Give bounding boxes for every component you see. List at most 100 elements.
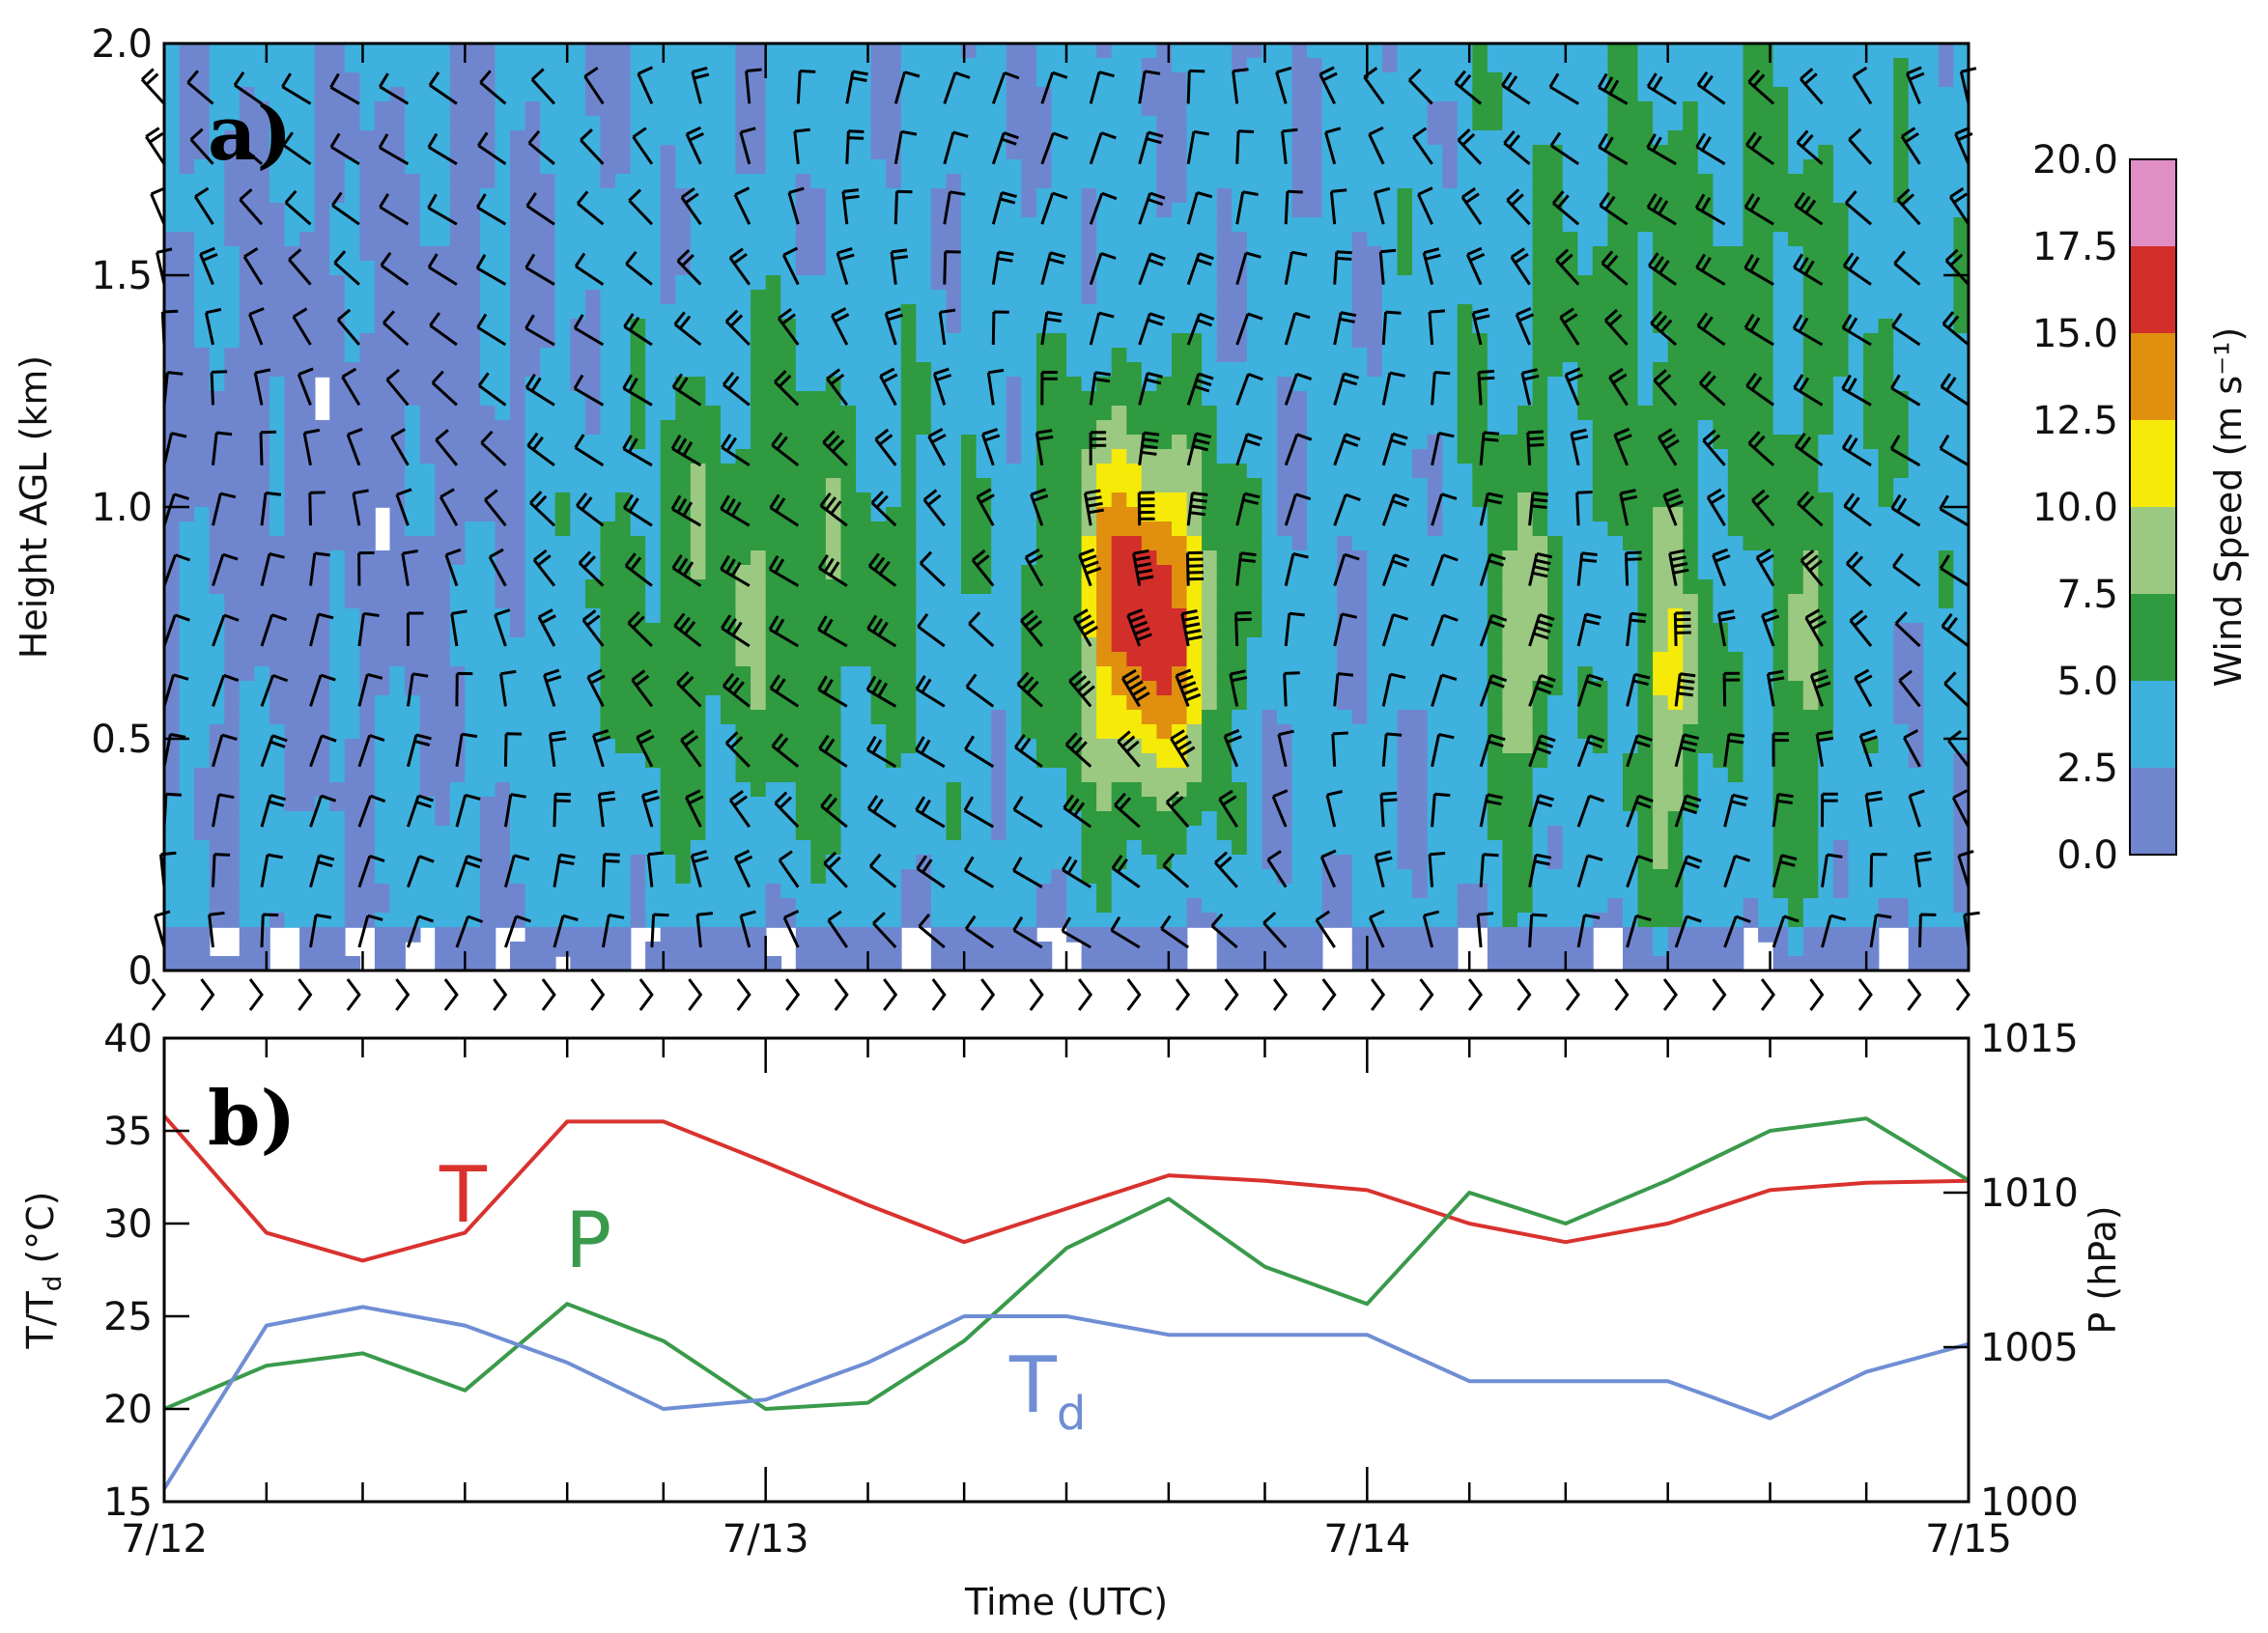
wind-speed-cell <box>600 478 616 493</box>
wind-speed-cell <box>1276 348 1293 363</box>
wind-speed-cell <box>630 840 646 856</box>
wind-speed-cell <box>1021 913 1037 928</box>
wind-speed-cell <box>1021 174 1037 189</box>
wind-speed-cell <box>1186 232 1203 247</box>
wind-speed-cell <box>299 855 316 870</box>
wind-speed-cell <box>419 681 436 696</box>
wind-speed-cell <box>1307 782 1323 798</box>
wind-speed-cell <box>675 362 692 378</box>
wind-speed-cell <box>1021 956 1037 971</box>
wind-speed-cell <box>329 637 346 653</box>
wind-speed-cell <box>1006 435 1023 450</box>
wind-speed-cell <box>1096 927 1113 943</box>
wind-speed-cell <box>419 493 436 508</box>
wind-speed-cell <box>886 493 902 508</box>
wind-speed-cell <box>795 43 812 59</box>
wind-speed-cell <box>645 623 662 638</box>
wind-speed-cell <box>856 130 872 146</box>
wind-speed-cell <box>825 174 842 189</box>
wind-speed-cell <box>1216 579 1233 595</box>
wind-speed-cell <box>1246 753 1263 769</box>
wind-speed-cell <box>600 43 616 59</box>
wind-speed-cell <box>660 377 677 392</box>
wind-speed-cell <box>870 43 887 59</box>
wind-speed-cell <box>479 768 496 783</box>
wind-speed-cell <box>735 710 751 725</box>
wind-speed-cell <box>961 174 978 189</box>
wind-speed-cell <box>615 739 632 754</box>
wind-speed-cell <box>900 406 918 421</box>
wind-speed-cell <box>329 942 346 957</box>
wind-speed-cell <box>810 304 827 320</box>
wind-speed-cell <box>374 608 391 624</box>
wind-speed-cell <box>615 304 632 320</box>
wind-speed-cell <box>1156 782 1173 798</box>
wind-speed-cell <box>1246 623 1263 638</box>
wind-speed-cell <box>1246 768 1263 783</box>
wind-speed-cell <box>254 884 270 899</box>
wind-speed-cell <box>765 304 782 320</box>
wind-speed-cell <box>930 536 948 551</box>
wind-speed-cell <box>1066 159 1083 175</box>
wind-speed-cell <box>374 855 391 870</box>
wind-speed-cell <box>856 594 872 609</box>
wind-speed-cell <box>1246 130 1263 146</box>
wind-speed-cell <box>630 768 646 783</box>
wind-speed-cell <box>194 666 211 682</box>
wind-speed-cell <box>1172 362 1188 378</box>
wind-speed-cell <box>329 377 346 392</box>
wind-speed-cell <box>810 652 827 667</box>
wind-speed-cell <box>1337 391 1353 407</box>
wind-speed-cell <box>675 826 692 841</box>
wind-speed-cell <box>299 942 316 957</box>
wind-speed-cell <box>900 304 918 320</box>
wind-speed-cell <box>1321 435 1338 450</box>
wind-speed-cell <box>615 956 632 971</box>
wind-speed-cell <box>329 116 346 131</box>
wind-speed-cell <box>329 869 346 885</box>
wind-speed-cell <box>1202 768 1218 783</box>
wind-speed-cell <box>570 478 586 493</box>
wind-speed-cell <box>721 159 737 175</box>
wind-speed-cell <box>615 159 632 175</box>
wind-speed-cell <box>795 753 812 769</box>
wind-speed-cell <box>615 362 632 378</box>
wind-speed-cell <box>299 203 316 218</box>
wind-speed-cell <box>870 464 887 479</box>
wind-speed-cell <box>299 72 316 88</box>
wind-speed-cell <box>284 290 300 305</box>
wind-speed-cell <box>284 869 300 885</box>
wind-speed-cell <box>675 550 692 566</box>
wind-speed-cell <box>1006 666 1023 682</box>
wind-speed-cell <box>1216 130 1233 146</box>
wind-speed-cell <box>660 521 677 537</box>
wind-speed-cell <box>435 869 451 885</box>
wind-speed-cell <box>284 406 300 421</box>
wind-speed-cell <box>765 478 782 493</box>
wind-speed-cell <box>765 536 782 551</box>
wind-speed-cell <box>524 811 541 827</box>
wind-speed-cell <box>224 290 241 305</box>
wind-speed-cell <box>1321 768 1338 783</box>
wind-speed-cell <box>600 232 616 247</box>
wind-speed-cell <box>524 464 541 479</box>
wind-speed-cell <box>705 101 722 117</box>
wind-speed-cell <box>435 927 451 943</box>
wind-speed-cell <box>1202 275 1218 291</box>
wind-speed-cell <box>1141 232 1158 247</box>
wind-speed-cell <box>1232 956 1248 971</box>
wind-speed-cell <box>224 464 241 479</box>
wind-speed-cell <box>600 261 616 276</box>
wind-speed-cell <box>765 319 782 334</box>
wind-speed-cell <box>224 739 241 754</box>
wind-speed-cell <box>916 869 932 885</box>
wind-speed-cell <box>1276 536 1293 551</box>
wind-speed-cell <box>344 637 361 653</box>
wind-speed-cell <box>405 217 421 233</box>
wind-speed-cell <box>1276 623 1293 638</box>
wind-speed-cell <box>1126 811 1143 827</box>
wind-speed-cell <box>721 695 737 711</box>
wind-speed-cell <box>1111 695 1128 711</box>
wind-speed-cell <box>735 550 751 566</box>
wind-speed-cell <box>645 203 662 218</box>
